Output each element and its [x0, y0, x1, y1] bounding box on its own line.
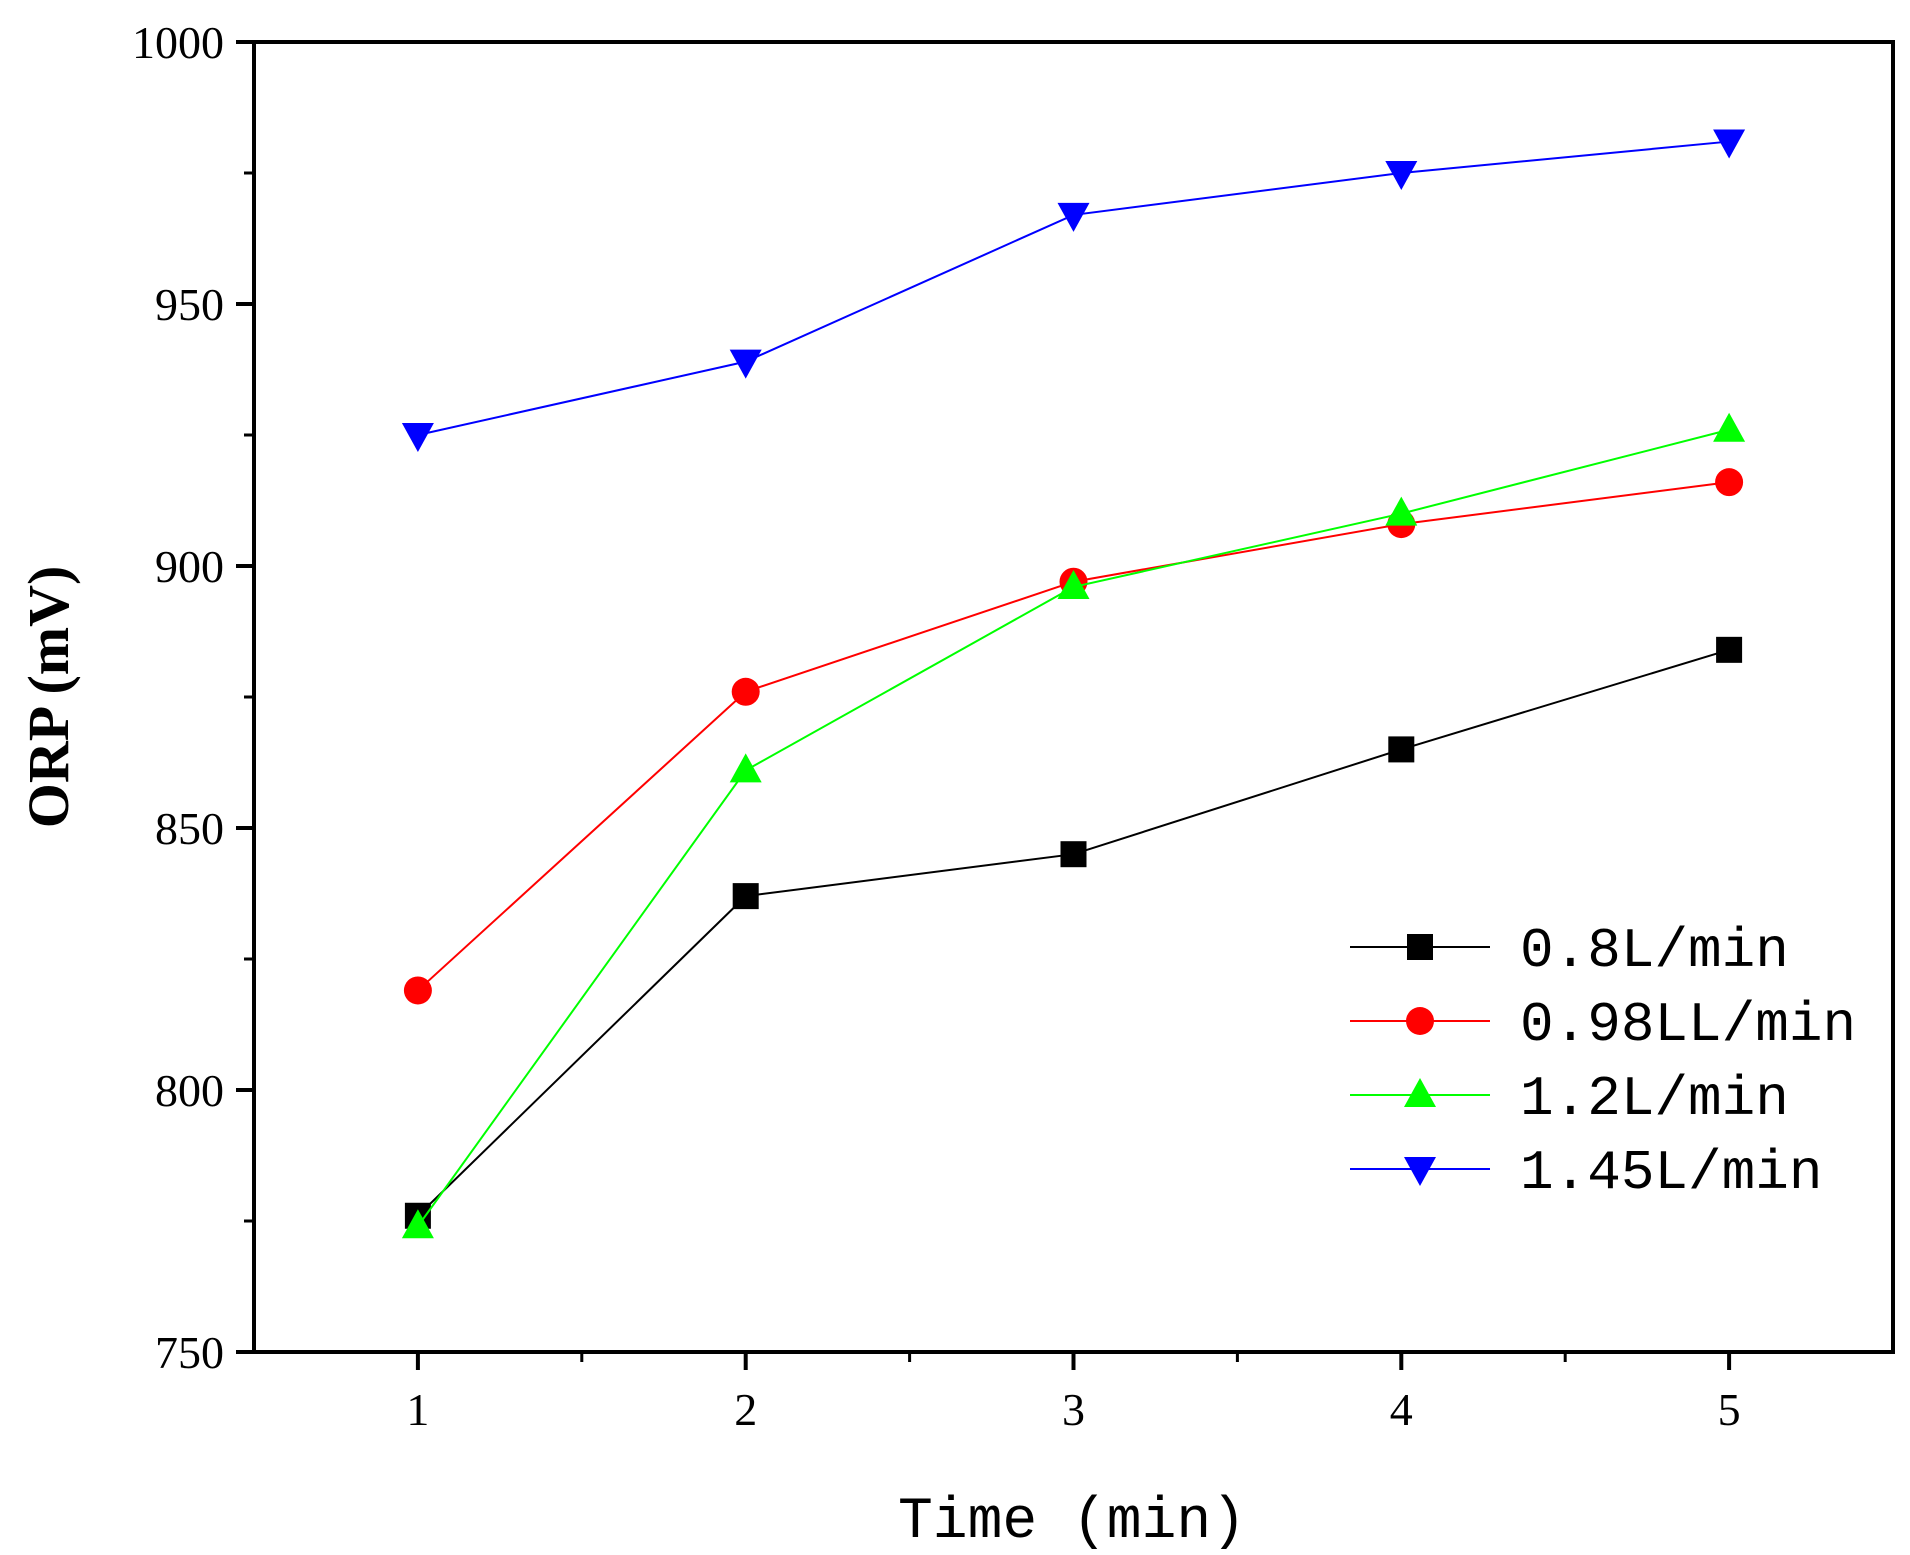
y-tick-label: 1000 — [132, 17, 224, 68]
data-point — [1713, 129, 1746, 159]
x-tick-label: 2 — [734, 1384, 757, 1435]
series-line — [417, 140, 1730, 436]
series-line — [417, 481, 1730, 992]
y-axis-title: ORP (mV) — [16, 566, 81, 829]
data-point — [1385, 496, 1418, 526]
legend-marker — [1406, 1007, 1434, 1035]
data-point — [732, 883, 759, 910]
legend-item: 0.98LL/min — [1350, 993, 1856, 1057]
legend-label: 1.2L/min — [1520, 1067, 1789, 1131]
data-point — [1060, 841, 1087, 868]
legend: 0.8L/min 0.98LL/min 1.2L/min 1.45L/min — [1350, 919, 1856, 1205]
series-layer — [401, 129, 1746, 1239]
x-axis-title: Time (min) — [898, 1490, 1246, 1555]
series-0 — [404, 636, 1743, 1229]
data-point — [401, 1209, 434, 1239]
data-point — [1715, 468, 1744, 497]
x-tick-label: 4 — [1390, 1384, 1413, 1435]
data-point — [729, 349, 762, 379]
data-point — [403, 976, 432, 1005]
data-point — [731, 677, 760, 706]
y-tick-label: 950 — [155, 279, 224, 330]
legend-label: 0.98LL/min — [1520, 993, 1856, 1057]
legend-item: 1.2L/min — [1350, 1067, 1789, 1131]
data-point — [729, 753, 762, 783]
legend-label: 1.45L/min — [1520, 1141, 1822, 1205]
x-tick-label: 5 — [1718, 1384, 1741, 1435]
legend-item: 1.45L/min — [1350, 1141, 1822, 1205]
series-2 — [401, 412, 1746, 1239]
series-3 — [401, 129, 1746, 452]
y-tick-label: 850 — [155, 803, 224, 854]
data-point — [1713, 412, 1746, 442]
data-point — [1716, 636, 1743, 663]
legend-marker — [1404, 1157, 1436, 1186]
y-axis-ticks: 750 800 850 900 950 1000 — [132, 17, 254, 1378]
x-axis-ticks: 1 2 3 4 5 — [406, 1352, 1741, 1435]
x-tick-label: 1 — [406, 1384, 429, 1435]
data-point — [401, 423, 434, 452]
y-tick-label: 800 — [155, 1065, 224, 1116]
legend-marker — [1404, 1078, 1436, 1107]
x-tick-label: 3 — [1062, 1384, 1085, 1435]
data-point — [1057, 569, 1090, 599]
data-point — [1388, 736, 1415, 763]
legend-label: 0.8L/min — [1520, 919, 1789, 983]
legend-marker — [1407, 934, 1433, 960]
data-point — [1057, 202, 1090, 232]
data-point — [1385, 161, 1418, 190]
legend-item: 0.8L/min — [1350, 919, 1789, 983]
y-tick-label: 900 — [155, 541, 224, 592]
y-tick-label: 750 — [155, 1327, 224, 1378]
